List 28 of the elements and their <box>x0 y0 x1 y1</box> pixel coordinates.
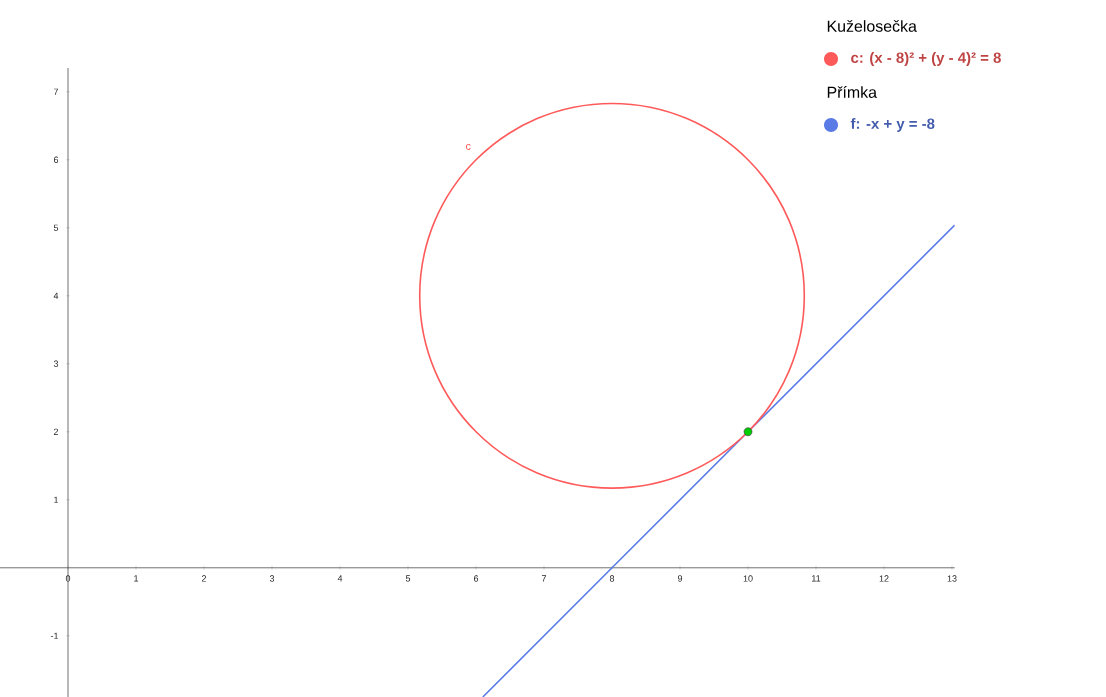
x-tick-label: 4 <box>337 575 343 582</box>
line-series <box>482 224 955 697</box>
x-tick-label: 11 <box>812 575 821 582</box>
y-tick-label: 1 <box>54 496 59 503</box>
x-tick-label: 6 <box>473 575 479 582</box>
y-tick-label: 7 <box>53 88 59 95</box>
text: Kuželosečka <box>827 20 917 32</box>
x-tick-label: 2 <box>201 575 207 582</box>
x-tick-label: 7 <box>541 575 547 582</box>
x-tick-label: 3 <box>269 575 275 582</box>
x-tick-label: 1 <box>134 575 139 582</box>
y-tick-label: 3 <box>53 360 59 367</box>
x-tick-label: 0 <box>65 575 71 582</box>
annotation: c <box>465 143 471 150</box>
y-tick-label: -1 <box>50 632 59 639</box>
y-tick-label: 6 <box>53 156 59 163</box>
x-tick-label: 12 <box>879 575 889 582</box>
text: c: (x - 8)² + (y - 4)² = 8 <box>851 52 1001 66</box>
y-tick-label: 4 <box>53 292 59 299</box>
legend-label: f: -x + y = -8 <box>850 118 935 132</box>
y-tick-label: 2 <box>53 428 59 435</box>
annotation: Přímka <box>827 86 877 98</box>
y-tick-label: 5 <box>53 224 59 231</box>
x-tick-label: 10 <box>743 575 753 582</box>
x-tick-label: 9 <box>677 575 683 582</box>
x-tick-label: 5 <box>405 575 411 582</box>
x-tick-label: 13 <box>947 575 957 582</box>
x-tick-label: 8 <box>609 575 615 582</box>
